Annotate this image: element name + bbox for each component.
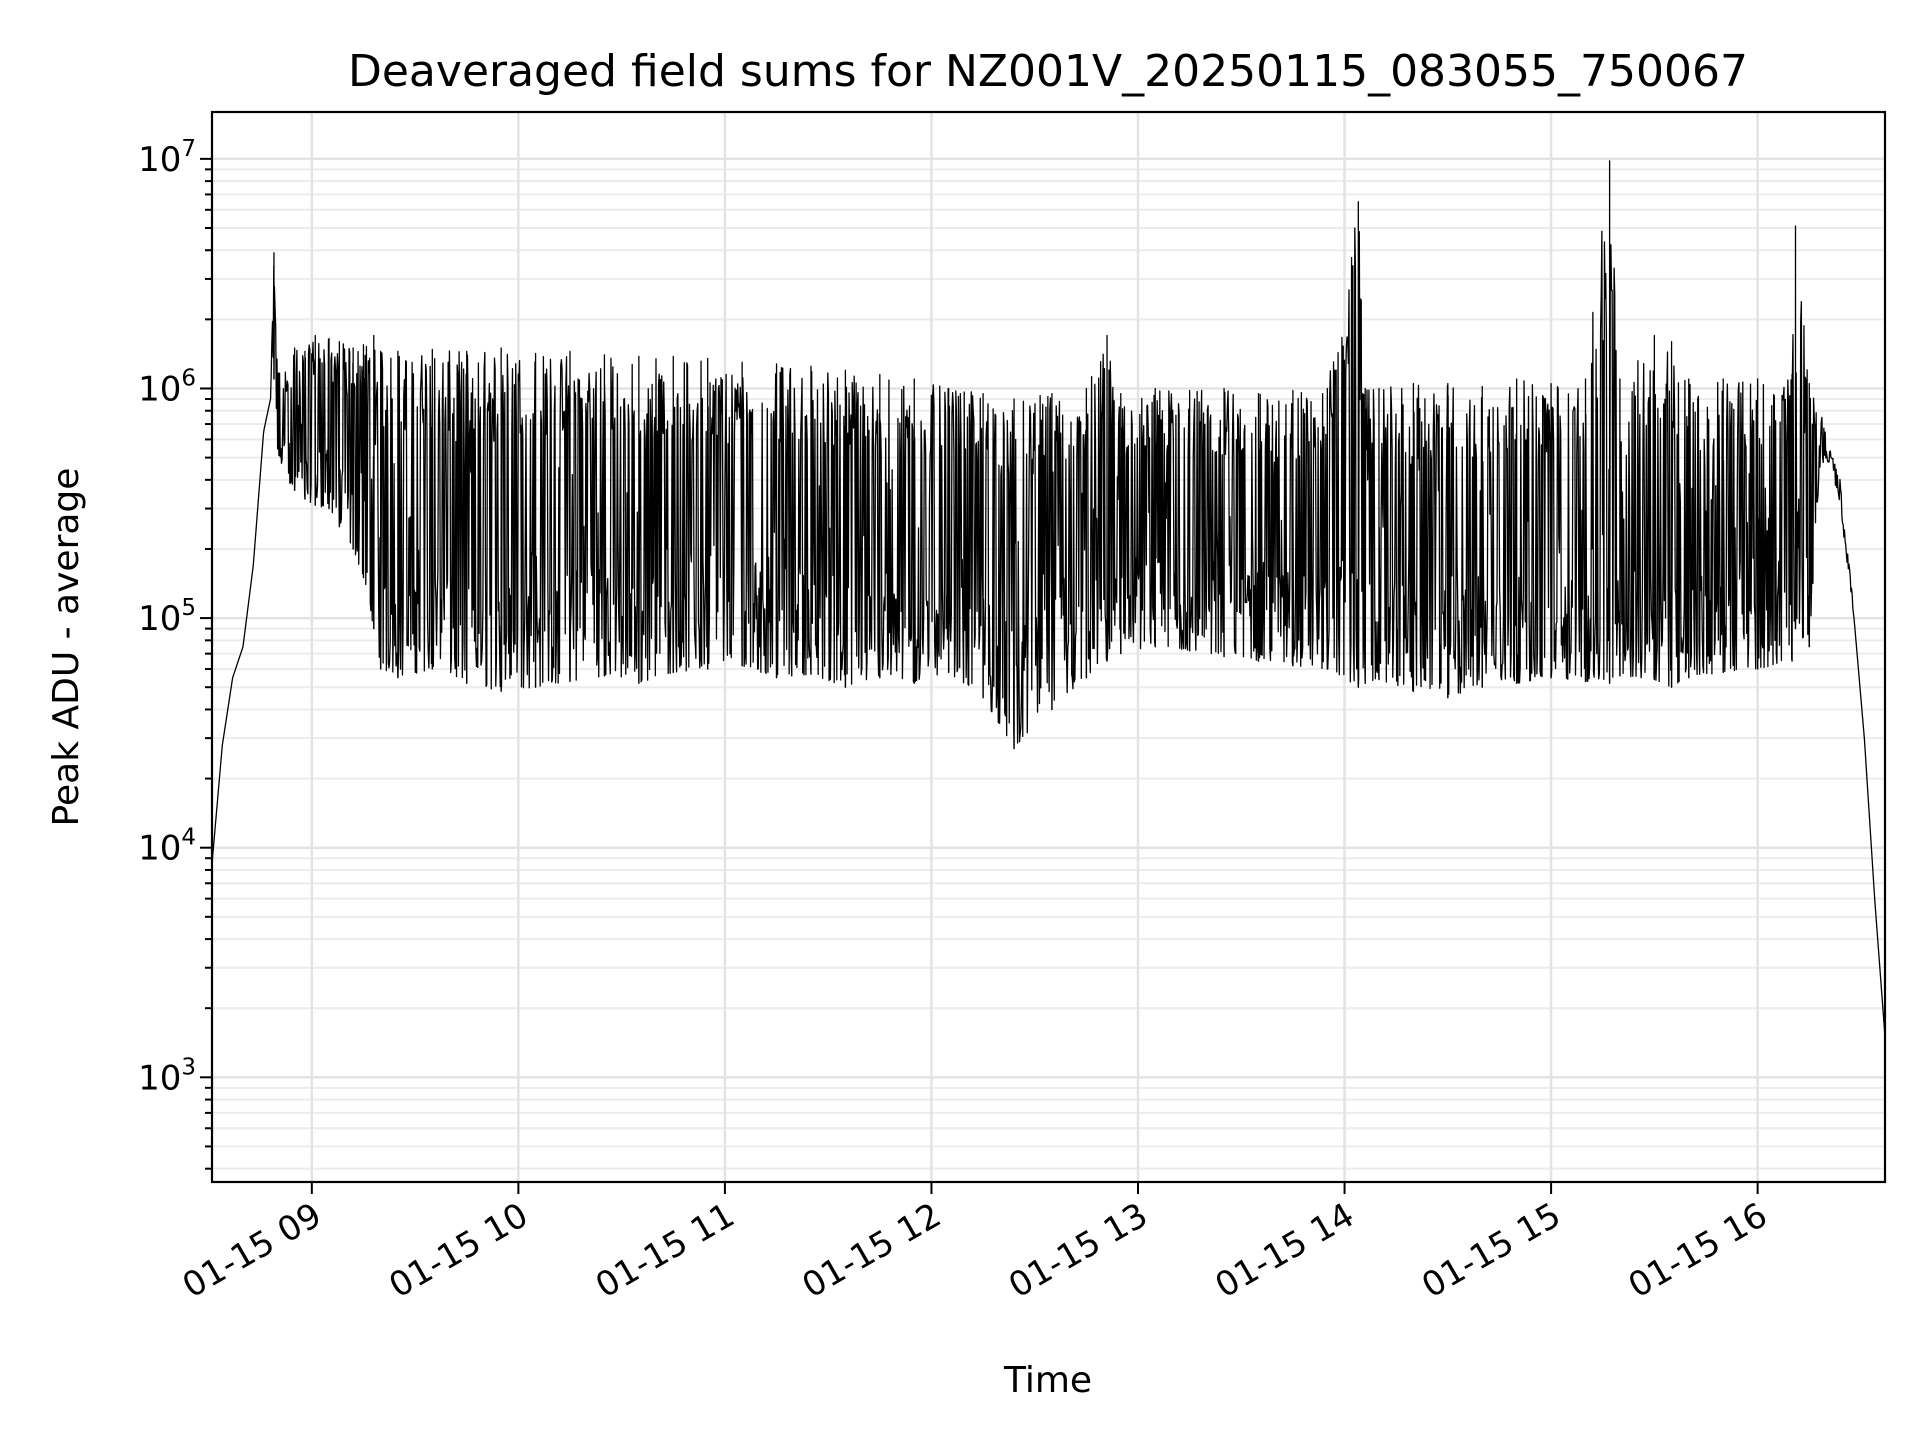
y-tick-label: 106 (138, 365, 196, 409)
y-tick-label: 105 (138, 595, 196, 639)
plot-frame (210, 110, 1887, 1184)
ticks (200, 157, 1759, 1194)
plot-series (211, 160, 1886, 1037)
x-axis-label: Time (1003, 1360, 1092, 1401)
y-tick-label: 103 (138, 1054, 196, 1098)
y-tick-label: 104 (138, 825, 196, 869)
y-tick-label: 107 (138, 136, 196, 180)
y-tick-labels: 103 104 105 106 107 (138, 136, 196, 1098)
chart-title: Deaveraged field sums for NZ001V_2025011… (348, 46, 1748, 97)
series-line (211, 160, 1886, 1037)
y-axis-label: Peak ADU - average (46, 468, 87, 827)
